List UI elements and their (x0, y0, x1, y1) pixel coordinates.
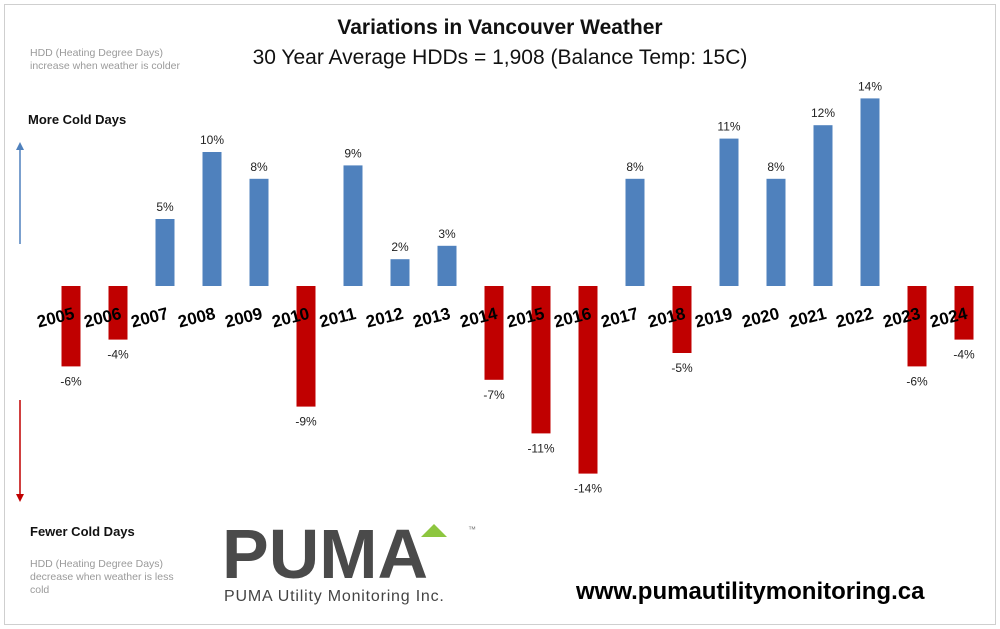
bar-2010 (296, 286, 316, 407)
bar-2011 (343, 165, 363, 286)
puma-logo-text: PUMA (222, 518, 428, 588)
value-label-2019: 11% (717, 120, 740, 134)
bar-2018 (672, 286, 692, 353)
down-arrow-icon (16, 494, 24, 502)
trademark-symbol: ™ (468, 525, 476, 534)
year-label-2012: 2012 (364, 304, 405, 332)
value-label-2014: -7% (483, 388, 505, 402)
year-label-2011: 2011 (317, 304, 357, 331)
more-cold-days-label: More Cold Days (28, 112, 127, 127)
bar-2022 (860, 98, 880, 287)
year-label-2009: 2009 (223, 304, 264, 332)
value-label-2011: 9% (344, 146, 362, 160)
bar-2015 (531, 286, 551, 434)
logo-accent-triangle (421, 524, 447, 537)
value-label-2023: -6% (906, 374, 928, 388)
value-label-2021: 12% (811, 106, 835, 120)
hdd-increase-note: HDD (Heating Degree Days) increase when … (30, 47, 180, 72)
year-label-2020: 2020 (740, 304, 781, 332)
value-label-2015: -11% (527, 441, 554, 455)
bar-2020 (766, 178, 786, 286)
year-label-2008: 2008 (176, 304, 217, 332)
value-label-2016: -14% (574, 482, 602, 496)
year-label-2007: 2007 (129, 304, 170, 332)
chart-subtitle: 30 Year Average HDDs = 1,908 (Balance Te… (252, 46, 748, 69)
bar-2006 (108, 286, 128, 340)
bar-2008 (202, 152, 222, 286)
value-label-2018: -5% (671, 361, 693, 375)
year-label-2017: 2017 (599, 304, 640, 332)
chart-title: Variations in Vancouver Weather (337, 16, 663, 39)
bar-2023 (907, 286, 927, 367)
puma-logo: PUMA ™ (222, 518, 476, 588)
value-label-2006: -4% (107, 348, 129, 362)
bar-2019 (719, 138, 739, 286)
bar-2005 (61, 286, 81, 367)
value-label-2013: 3% (438, 227, 456, 241)
bar-2013 (437, 245, 457, 286)
year-label-2013: 2013 (411, 304, 452, 332)
bar-2012 (390, 259, 410, 286)
value-label-2009: 8% (250, 160, 268, 174)
up-arrow-icon (16, 142, 24, 150)
bar-2016 (578, 286, 598, 474)
hdd-decrease-note: HDD (Heating Degree Days) decrease when … (30, 558, 174, 596)
bar-2009 (249, 178, 269, 286)
company-name: PUMA Utility Monitoring Inc. (224, 588, 445, 605)
value-label-2017: 8% (626, 160, 644, 174)
bar-2007 (155, 219, 175, 286)
bar-2017 (625, 178, 645, 286)
value-label-2012: 2% (391, 240, 409, 254)
year-label-2021: 2021 (787, 304, 828, 332)
year-label-2022: 2022 (834, 304, 875, 332)
value-label-2020: 8% (767, 160, 785, 174)
bar-2021 (813, 125, 833, 286)
value-label-2005: -6% (60, 374, 82, 388)
value-label-2024: -4% (953, 348, 975, 362)
bar-2014 (484, 286, 504, 380)
value-label-2008: 10% (200, 133, 224, 147)
website-url[interactable]: www.pumautilitymonitoring.ca (576, 578, 925, 605)
fewer-cold-days-label: Fewer Cold Days (30, 524, 135, 539)
chart-frame (4, 4, 996, 625)
value-label-2010: -9% (295, 415, 317, 429)
bar-2024 (954, 286, 974, 340)
value-label-2007: 5% (156, 200, 174, 214)
value-label-2022: 14% (858, 79, 882, 93)
year-label-2019: 2019 (693, 304, 734, 332)
